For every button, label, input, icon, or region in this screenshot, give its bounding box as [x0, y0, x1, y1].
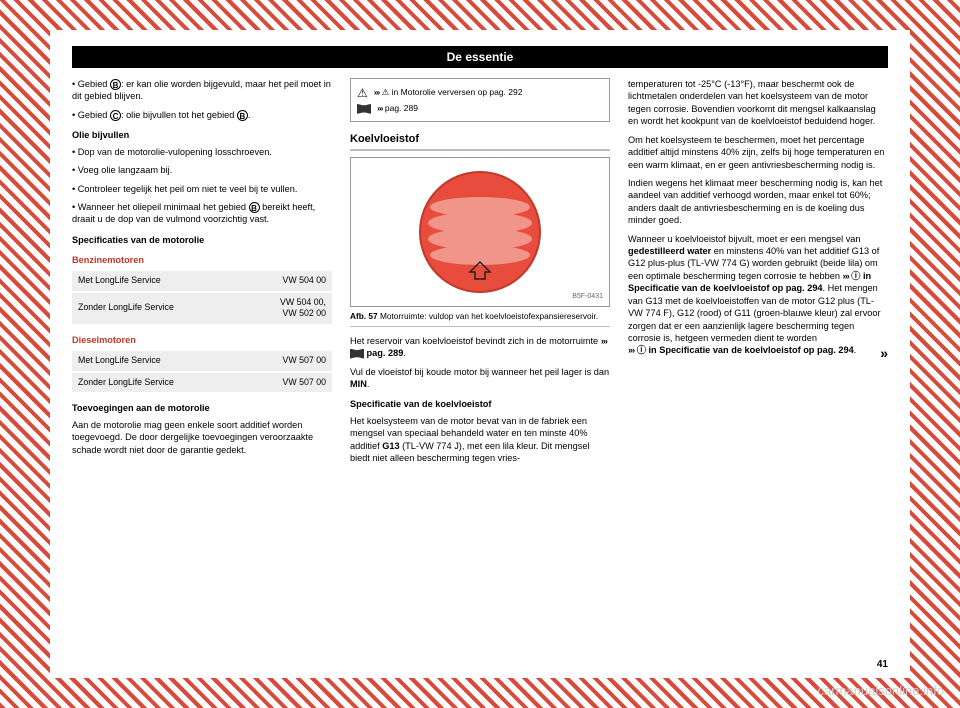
heading-oil-fill: Olie bijvullen — [72, 129, 332, 141]
paragraph: Vul de vloeistof bij koude motor bij wan… — [350, 366, 610, 391]
table-diesel: Met LongLife ServiceVW 507 00 Zonder Lon… — [72, 351, 332, 395]
bullet: Controleer tegelijk het peil om niet te … — [72, 183, 332, 195]
caption-label: Afb. 57 — [350, 311, 378, 321]
bullet: Dop van de motorolie-vulopening losschro… — [72, 146, 332, 158]
cell: Zonder LongLife Service — [72, 372, 244, 394]
paragraph: Om het koelsysteem te beschermen, moet h… — [628, 134, 888, 171]
continue-arrow: » — [880, 344, 888, 363]
heading-diesel: Dieselmotoren — [72, 334, 332, 346]
page-container: De essentie Gebied B: er kan olie worden… — [50, 30, 910, 678]
heading-additives: Toevoegingen aan de motorolie — [72, 402, 332, 414]
warning-icon: ⚠ — [357, 85, 368, 101]
figure-caption: Afb. 57 Motorruimte: vuldop van het koel… — [350, 311, 610, 327]
text: gedestilleerd water — [628, 246, 711, 256]
heading-oil-spec: Specificaties van de motorolie — [72, 234, 332, 246]
column-1: Gebied B: er kan olie worden bijgevuld, … — [72, 78, 332, 470]
text: . — [854, 345, 857, 355]
text: pag. 289 — [364, 348, 403, 358]
figure-coolant-cap: B5F-0431 — [350, 157, 610, 307]
ref-text: ››› pag. 289 — [377, 103, 418, 114]
cell: VW 507 00 — [244, 372, 332, 394]
text: . — [367, 379, 370, 389]
paragraph: Aan de motorolie mag geen enkele soort a… — [72, 419, 332, 456]
bullet: Wanneer het oliepeil minimaal het gebied… — [72, 201, 332, 226]
table-row: Met LongLife ServiceVW 504 00 — [72, 271, 332, 292]
page-number: 41 — [877, 659, 888, 670]
book-icon — [357, 104, 371, 114]
cell: Zonder LongLife Service — [72, 292, 241, 326]
page-header: De essentie — [72, 46, 888, 68]
heading-benzine: Benzinemotoren — [72, 254, 332, 266]
column-3: temperaturen tot -25°C (-13°F), maar bes… — [628, 78, 888, 470]
text: Wanneer het oliepeil minimaal het gebied — [78, 202, 249, 212]
text: Het reservoir van koelvloeistof bevindt … — [350, 336, 601, 346]
bullet-b: Gebied B: er kan olie worden bijgevuld, … — [72, 78, 332, 103]
text: Wanneer u koelvloeistof bijvult, moet er… — [628, 234, 861, 244]
column-2: ⚠ ››› ⚠ in Motorolie verversen op pag. 2… — [350, 78, 610, 470]
paragraph: Het koelsysteem van de motor bevat van i… — [350, 415, 610, 465]
cell: VW 504 00 — [241, 271, 332, 292]
paragraph: Het reservoir van koelvloeistof bevindt … — [350, 335, 610, 360]
cell: VW 507 00 — [244, 351, 332, 372]
figure-code: B5F-0431 — [572, 292, 603, 301]
ref-row: ⚠ ››› ⚠ in Motorolie verversen op pag. 2… — [357, 85, 603, 101]
paragraph: Indien wegens het klimaat meer beschermi… — [628, 177, 888, 227]
ref-row: ››› pag. 289 — [357, 103, 603, 114]
text: Gebied — [78, 79, 110, 89]
coolant-cap-illustration — [415, 167, 545, 297]
text: . — [403, 348, 406, 358]
heading-coolant-spec: Specificatie van de koelvloeistof — [350, 398, 610, 410]
text: Vul de vloeistof bij koude motor bij wan… — [350, 367, 609, 377]
text: G13 — [382, 441, 399, 451]
label-b: B — [110, 79, 121, 90]
bullet: Voeg olie langzaam bij. — [72, 164, 332, 176]
section-heading-coolant: Koelvloeistof — [350, 132, 610, 151]
table-row: Met LongLife ServiceVW 507 00 — [72, 351, 332, 372]
ref-text: ››› ⚠ in Motorolie verversen op pag. 292 — [374, 87, 523, 98]
text: . — [248, 110, 251, 120]
reference-box: ⚠ ››› ⚠ in Motorolie verversen op pag. 2… — [350, 78, 610, 122]
label-c: C — [110, 110, 121, 121]
text: MIN — [350, 379, 367, 389]
text: pag. 289 — [383, 103, 418, 113]
text: : olie bijvullen tot het gebied — [121, 110, 237, 120]
table-row: Zonder LongLife ServiceVW 507 00 — [72, 372, 332, 394]
text: in Motorolie verversen op pag. 292 — [389, 87, 522, 97]
cell: Met LongLife Service — [72, 271, 241, 292]
cell: Met LongLife Service — [72, 351, 244, 372]
label-b: B — [249, 202, 260, 213]
watermark: carmanualsonline.info — [818, 683, 944, 698]
label-b: B — [237, 110, 248, 121]
paragraph: Wanneer u koelvloeistof bijvult, moet er… — [628, 233, 888, 357]
paragraph: temperaturen tot -25°C (-13°F), maar bes… — [628, 78, 888, 128]
book-icon — [350, 349, 364, 359]
caption-text: Motorruimte: vuldop van het koelvloeisto… — [378, 311, 598, 321]
text: in Specificatie van de koelvloeistof op … — [646, 345, 854, 355]
content-columns: Gebied B: er kan olie worden bijgevuld, … — [72, 78, 888, 470]
table-benzine: Met LongLife ServiceVW 504 00 Zonder Lon… — [72, 271, 332, 327]
table-row: Zonder LongLife ServiceVW 504 00, VW 502… — [72, 292, 332, 326]
bullet-c: Gebied C: olie bijvullen tot het gebied … — [72, 109, 332, 121]
text: Gebied — [78, 110, 110, 120]
cell: VW 504 00, VW 502 00 — [241, 292, 332, 326]
